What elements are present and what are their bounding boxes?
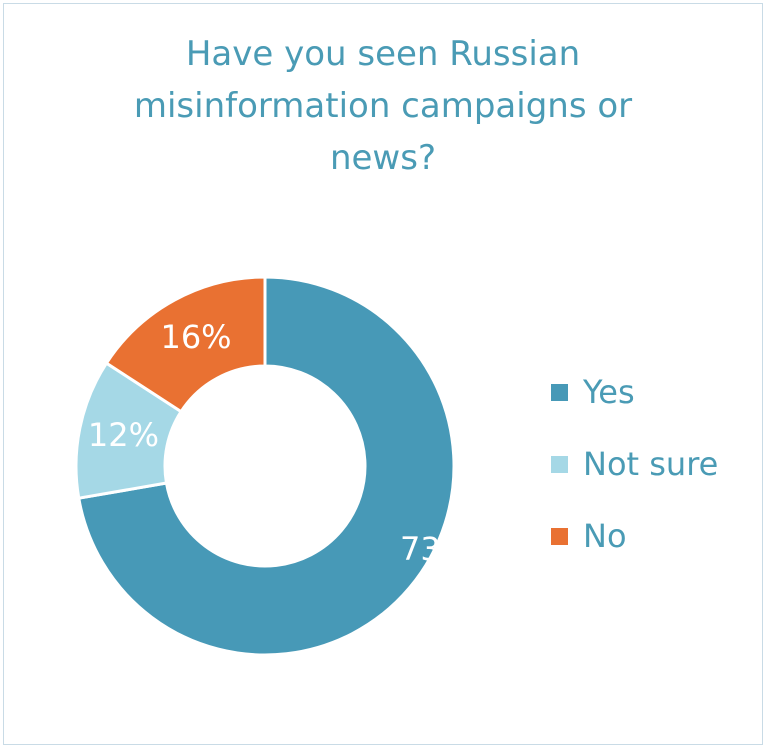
chart-title-line-1: Have you seen Russian	[185, 34, 581, 74]
legend-swatch-no	[551, 528, 568, 545]
chart-title: Have you seen Russian misinformation cam…	[0, 28, 766, 184]
chart-title-line-3: news?	[329, 138, 437, 178]
donut-labels: 73% 12% 16%	[88, 318, 471, 568]
data-label-not-sure: 12%	[88, 416, 159, 454]
legend-swatch-not-sure	[551, 456, 568, 473]
data-label-no: 16%	[160, 318, 231, 356]
slice-yes	[77, 275, 456, 657]
slice-no	[104, 275, 267, 414]
legend-label-not-sure: Not sure	[583, 445, 719, 483]
data-label-yes: 73%	[400, 530, 471, 568]
legend-label-yes: Yes	[583, 373, 635, 411]
legend-label-no: No	[583, 517, 627, 555]
chart-title-line-2: misinformation campaigns or	[133, 86, 633, 126]
donut-slices	[74, 275, 456, 657]
legend-swatch-yes	[551, 384, 568, 401]
